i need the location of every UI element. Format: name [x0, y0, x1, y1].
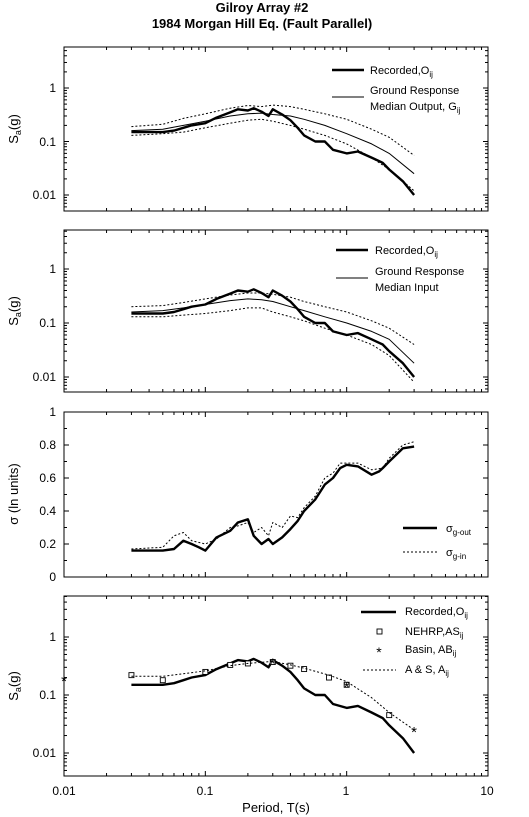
series-ground-response-median-output-gij-line: [131, 112, 415, 175]
legend-marker-basin: *: [376, 644, 382, 660]
series--g-in-line: [131, 441, 415, 550]
panel-1-legend: Recorded,Oij Ground Response Median Outp…: [332, 65, 461, 115]
legend-label-nehrp: NEHRP,ASij: [405, 626, 464, 640]
nehrp-point: [202, 668, 209, 675]
panel-3-ytick-label: 0.4: [39, 504, 56, 518]
legend-label-median-output-line2: Median Output, Gij: [370, 101, 461, 115]
panel-3-ytick-label: 1: [49, 405, 56, 419]
panel-3-ticks: [63, 411, 488, 578]
panel-3-ylabel: σ (ln units): [6, 463, 21, 524]
series-band-3-line: [131, 307, 415, 383]
series-band-2-line: [131, 104, 415, 156]
panel-1-ytick-label: 0.1: [39, 135, 56, 149]
legend-label-basin: Basin, ABij: [405, 644, 456, 658]
panel-1-ylabel: Sa(g): [6, 114, 23, 144]
series-recorded-oij-line: [131, 106, 416, 196]
basin-point: *: [270, 655, 276, 672]
panel-3-ytick-label: 0.8: [39, 438, 56, 452]
panel-4-series: * * * *: [61, 655, 417, 754]
panel-4-ytick-label: 0.1: [39, 688, 56, 702]
panel-1-ytick-label: 0.01: [33, 188, 57, 202]
panel-2-frame: [63, 229, 489, 393]
basin-point: *: [411, 724, 417, 741]
panel-2: 1 0.1 0.01 Sa(g) Recorded,Oij Ground Res…: [6, 229, 489, 393]
panel-4: 1 0.1 0.01 Sa(g) * * * * Recorded,Oij NEHRP…: [6, 595, 489, 777]
nehrp-point: [159, 677, 166, 684]
panel-1-ytick-label: 1: [49, 81, 56, 95]
nehrp-point: [343, 681, 350, 688]
panel-4-ytick-label: 0.01: [33, 746, 57, 760]
legend-label-sigma-out: σg-out: [446, 523, 472, 537]
nehrp-point: [326, 674, 332, 681]
panel-3-ytick-label: 0.6: [39, 471, 56, 485]
title-line-1: Gilroy Array #2: [216, 0, 309, 15]
panel-2-series: [131, 288, 416, 383]
panel-1-series: [131, 104, 416, 196]
panel-3: 1 0.8 0.6 0.4 0.2 0 σ (ln units) σg-out …: [6, 405, 489, 584]
panel-1: 1 0.1 0.01 Sa(g) Recorded,Oij Ground Res…: [6, 46, 489, 212]
panel-3-series: [131, 441, 415, 552]
panel-2-legend: Recorded,Oij Ground Response Median Inpu…: [336, 245, 464, 294]
series--g-out-line: [131, 445, 415, 552]
panel-2-ytick-label: 1: [49, 262, 56, 276]
panel-4-ylabel: Sa(g): [6, 671, 23, 701]
legend-label-median-input-line2: Median Input: [375, 282, 439, 294]
xtick-label: 0.01: [52, 784, 76, 798]
panel-4-ytick-label: 1: [49, 630, 56, 644]
title-line-2: 1984 Morgan Hill Eq. (Fault Parallel): [152, 16, 372, 31]
x-axis-label: Period, T(s): [242, 800, 310, 815]
legend-label-recorded: Recorded,Oij: [405, 606, 468, 620]
legend-label-as: A & S, Aij: [405, 664, 449, 678]
legend-label-sigma-in: σg-in: [446, 547, 466, 561]
legend-label-recorded: Recorded,Oij: [375, 245, 438, 259]
legend-label-recorded: Recorded,Oij: [370, 65, 433, 79]
series-recorded-oij-line: [131, 657, 416, 754]
panel-4-frame: [63, 595, 489, 777]
basin-point: *: [344, 679, 350, 696]
nehrp-point: [227, 661, 234, 668]
legend-label-median-output-line1: Ground Response: [370, 85, 459, 97]
panel-4-ticks: [63, 595, 488, 776]
panel-2-ylabel: Sa(g): [6, 296, 23, 326]
nehrp-point: [128, 672, 135, 679]
panel-2-ytick-label: 0.01: [33, 370, 57, 384]
panel-1-ticks: [63, 47, 488, 211]
panel-2-ticks: [63, 230, 488, 392]
series-ground-response-median-input-line: [131, 298, 415, 364]
xtick-label: 0.1: [197, 784, 214, 798]
xtick-label: 1: [343, 784, 350, 798]
legend-marker-nehrp: [376, 628, 383, 635]
panel-2-ytick-label: 0.1: [39, 316, 56, 330]
series-a-s-aij-line: [131, 660, 415, 731]
series-band-2-line: [131, 292, 415, 345]
legend-label-median-input-line1: Ground Response: [375, 266, 464, 278]
nehrp-point: [386, 712, 393, 719]
panel-3-ytick-label: 0.2: [39, 537, 56, 551]
xtick-label: 10: [480, 784, 494, 798]
panel-3-ytick-label: 0: [49, 570, 56, 584]
panel-4-legend: Recorded,Oij NEHRP,ASij * Basin, ABij A …: [361, 606, 468, 678]
panel-1-frame: [63, 46, 489, 212]
series-recorded-oij-line: [131, 288, 416, 378]
basin-point: *: [61, 673, 67, 690]
panel-3-legend: σg-out σg-in: [403, 523, 472, 561]
nehrp-point: [287, 662, 294, 669]
